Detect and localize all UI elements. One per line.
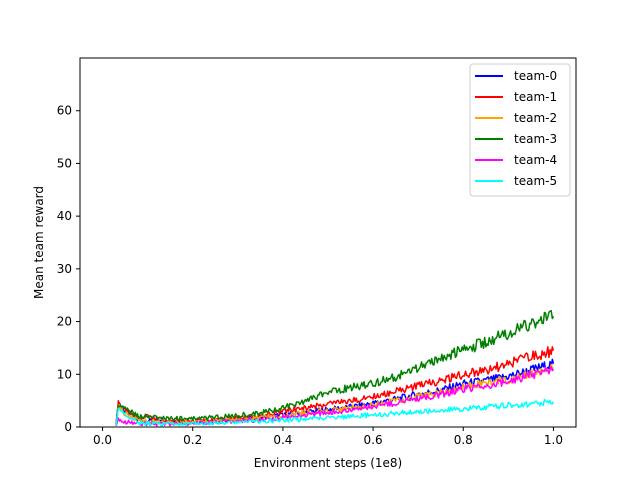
y-axis-ticks: 0 10 20 30 40 50 60 (57, 104, 80, 434)
legend-label-team-4: team-4 (514, 153, 557, 167)
legend-label-team-5: team-5 (514, 174, 557, 188)
y-tick-label: 10 (57, 367, 72, 381)
legend-label-team-1: team-1 (514, 90, 557, 104)
x-tick-label: 0.6 (364, 433, 383, 447)
series-line-team-1 (115, 346, 555, 425)
y-tick-label: 60 (57, 104, 72, 118)
axes: 0.0 0.2 0.4 0.6 0.8 1.0 0 10 20 30 40 50 60 Environ… (32, 57, 577, 470)
y-tick-label: 20 (57, 315, 72, 329)
y-tick-label: 30 (57, 262, 72, 276)
legend: team-0 team-1 team-2 team-3 team-4 team-5 (469, 63, 571, 197)
plot-lines (115, 309, 555, 427)
legend-label-team-3: team-3 (514, 132, 557, 146)
legend-label-team-0: team-0 (514, 69, 557, 83)
x-tick-label: 1.0 (544, 433, 563, 447)
series-line-team-3 (115, 309, 555, 425)
x-tick-label: 0.2 (183, 433, 202, 447)
plot-frame (79, 57, 577, 428)
y-tick-label: 0 (64, 420, 72, 434)
y-tick-label: 50 (57, 156, 72, 170)
x-axis-label: Environment steps (1e8) (254, 456, 402, 470)
x-tick-label: 0.4 (273, 433, 292, 447)
x-axis-ticks: 0.0 0.2 0.4 0.6 0.8 1.0 (93, 427, 563, 447)
x-tick-label: 0.8 (454, 433, 473, 447)
y-axis-label: Mean team reward (32, 186, 46, 299)
legend-label-team-2: team-2 (514, 111, 557, 125)
y-tick-label: 40 (57, 209, 72, 223)
x-tick-label: 0.0 (93, 433, 112, 447)
series-line-team-5 (115, 398, 555, 427)
